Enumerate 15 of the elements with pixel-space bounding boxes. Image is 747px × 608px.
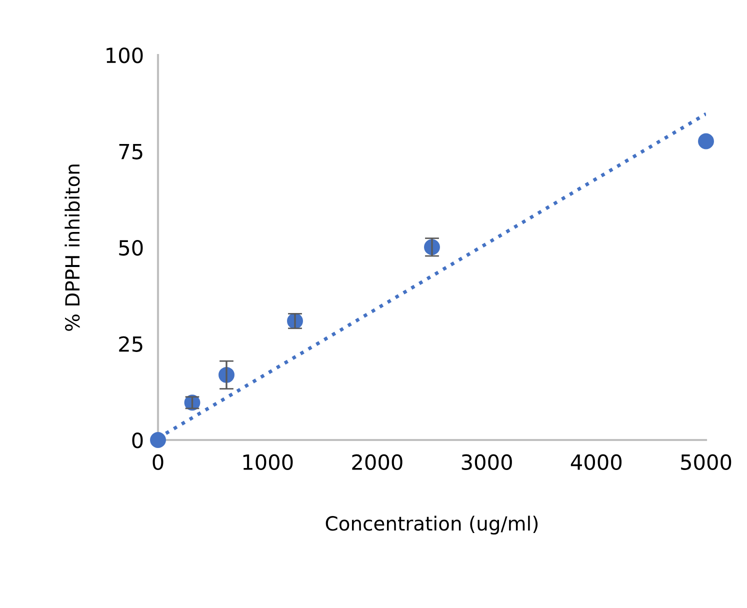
x-tick-label: 3000 <box>462 454 512 470</box>
y-axis-title: % DPPH inhibiton <box>64 164 80 331</box>
x-tick-label: 2000 <box>352 454 402 470</box>
point <box>698 133 714 150</box>
y-tick-label: 25 <box>119 336 142 352</box>
point <box>150 432 166 448</box>
y-tick-label: 50 <box>119 240 143 256</box>
y-tick-label: 75 <box>119 144 142 160</box>
x-tick-label: 1000 <box>243 454 293 470</box>
y-tick-label: 0 <box>132 432 143 448</box>
x-tick-label: 4000 <box>570 454 622 470</box>
y-tick-label: 100 <box>106 47 143 64</box>
x-axis-title: Concentration (ug/ml) <box>326 516 538 535</box>
x-tick-label: 5000 <box>681 454 732 470</box>
x-tick-label: 0 <box>152 454 164 470</box>
